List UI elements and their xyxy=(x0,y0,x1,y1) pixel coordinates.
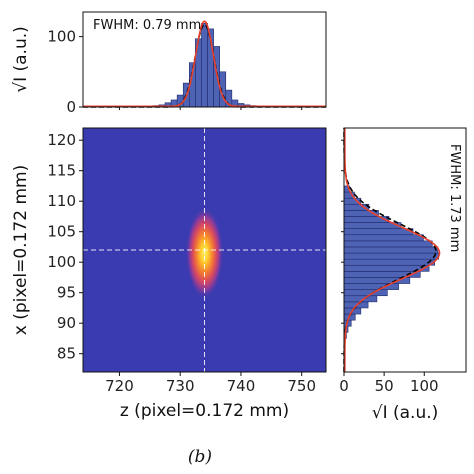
heatmap-x-axis-label: z (pixel=0.172 mm) xyxy=(120,401,289,421)
right-x-axis-label: √I (a.u.) xyxy=(372,403,439,423)
top-histogram-bars xyxy=(146,22,263,108)
heatmap-frame xyxy=(82,127,327,373)
heatmap-y-axis-label: x (pixel=0.172 mm) xyxy=(11,165,31,335)
heatmap-panel: 720 730 740 750 85 90 95 100 105 110 115 120 z (pi… xyxy=(11,127,327,421)
right-fwhm-annotation: FWHM: 1.73 mm xyxy=(447,144,462,252)
top-histogram-bar xyxy=(201,22,208,108)
top-y-ticks: 0 100 xyxy=(47,28,83,116)
heatmap-x-tick-label: 730 xyxy=(166,377,195,395)
figure-caption: (b) xyxy=(188,447,212,467)
heatmap-y-tick-label: 100 xyxy=(47,253,76,271)
heatmap-y-tick-label: 85 xyxy=(57,345,76,363)
right-x-ticks: 0 50 100 xyxy=(339,372,439,395)
right-x-tick-label: 0 xyxy=(339,377,349,395)
heatmap-x-tick-label: 720 xyxy=(105,377,134,395)
right-histogram-bar xyxy=(343,228,414,236)
heatmap-y-tick-label: 95 xyxy=(57,284,76,302)
heatmap-x-tick-label: 740 xyxy=(227,377,256,395)
right-histogram-bar xyxy=(343,258,435,266)
heatmap-x-tick-label: 750 xyxy=(287,377,316,395)
right-histogram-bars xyxy=(343,185,440,339)
heatmap-y-tick-label: 120 xyxy=(47,131,76,149)
right-x-tick-label: 50 xyxy=(375,377,394,395)
top-y-tick-label: 100 xyxy=(47,28,76,46)
heatmap-y-tick-label: 110 xyxy=(47,192,76,210)
top-fwhm-annotation: FWHM: 0.79 mm xyxy=(93,18,201,33)
right-projection-panel: 0 50 100 FWHM: 1.73 mm √I (a.u.) xyxy=(339,127,467,423)
right-histogram-bar xyxy=(343,246,439,254)
right-histogram-bar xyxy=(343,252,440,260)
heatmap-y-tick-label: 105 xyxy=(47,223,76,241)
top-frame xyxy=(82,11,327,108)
top-fit-curve xyxy=(83,20,326,108)
heatmap-y-tick-label: 115 xyxy=(47,162,76,180)
top-x-ticks xyxy=(118,107,303,110)
top-y-axis-label: √I (a.u.) xyxy=(11,26,31,93)
heatmap-y-tick-label: 90 xyxy=(57,314,76,332)
right-fit-curve xyxy=(344,128,441,373)
right-y-ticks xyxy=(341,139,344,355)
right-histogram-bar xyxy=(343,289,388,297)
right-x-tick-label: 100 xyxy=(410,377,439,395)
top-y-tick-label: 0 xyxy=(66,98,76,116)
top-projection-panel: 0 100 FWHM: 0.79 mm √I (a.u.) xyxy=(11,11,327,116)
beam-spot-glow xyxy=(185,207,224,300)
beam-spot xyxy=(185,207,224,300)
heatmap-y-ticks: 85 90 95 100 105 110 115 120 xyxy=(47,131,83,363)
heatmap-x-ticks: 720 730 740 750 xyxy=(105,372,316,395)
right-histogram-bar xyxy=(343,234,424,242)
right-frame xyxy=(343,127,467,373)
right-histogram-bar xyxy=(343,240,433,248)
